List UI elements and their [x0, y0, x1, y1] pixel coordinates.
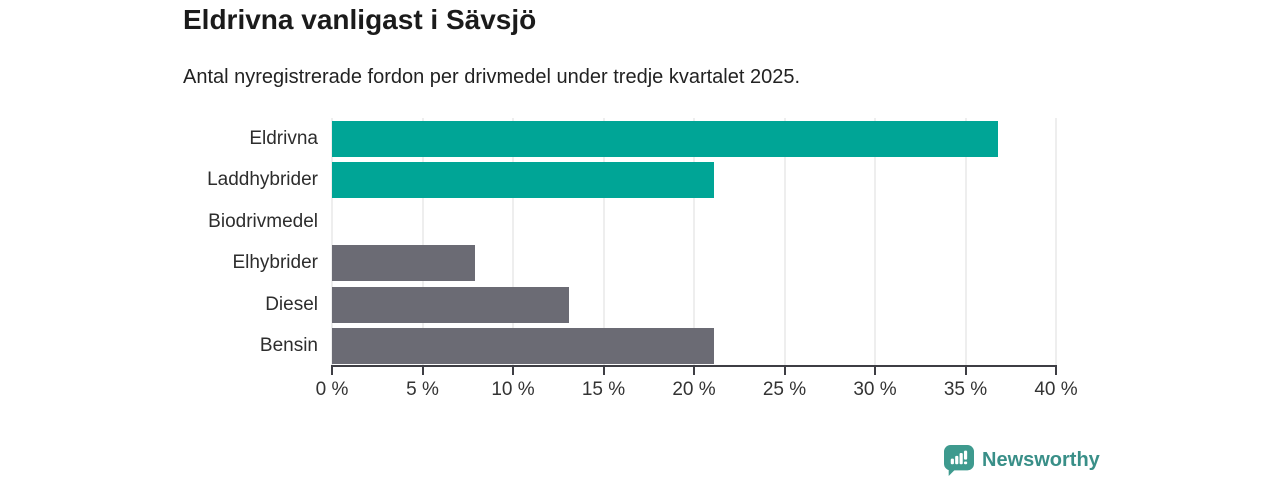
gridline [422, 118, 423, 367]
category-label: Elhybrider [232, 252, 318, 274]
x-axis-tick [512, 367, 514, 375]
x-axis-tick [693, 367, 695, 375]
gridline [512, 118, 514, 367]
x-axis-tick [964, 367, 967, 375]
x-axis-tick [1055, 367, 1057, 375]
gridline [784, 118, 785, 367]
rows-layer: Eldrivna Laddhybrider Biodrivmedel Elhybrid… [183, 118, 1056, 367]
bar-track [332, 245, 1056, 282]
bar-track [332, 286, 1056, 323]
chart-row: Elhybrider [183, 243, 1056, 285]
bar-diesel [332, 286, 570, 323]
chart-row: Biodrivmedel [183, 201, 1056, 243]
category-label: Diesel [265, 293, 318, 315]
x-axis-tick-label: 0 % [315, 379, 349, 400]
chart-row: Laddhybrider [183, 160, 1056, 202]
chart-row: Bensin [183, 326, 1056, 368]
x-axis-tick-label: 5 % [406, 379, 439, 400]
gridline [331, 118, 333, 367]
x-axis-tick-label: 15 % [581, 379, 626, 400]
gridline [603, 118, 604, 367]
chart-row: Diesel [183, 284, 1056, 326]
x-axis-tick-label: 10 % [491, 379, 535, 400]
x-axis-tick [421, 367, 424, 375]
x-axis: 0 % 5 % 10 % 15 % 20 % 25 % 30 % 35 % 40 % [316, 365, 1078, 415]
category-label: Laddhybrider [207, 169, 318, 191]
x-axis-tick-label: 25 % [762, 379, 807, 400]
bar-laddhybrider [332, 162, 714, 199]
chart-title: Eldrivna vanligast i Sävsjö [183, 4, 537, 35]
bar-track [332, 328, 1056, 365]
x-axis-tick-label: 40 % [1034, 379, 1078, 400]
grid-layer [331, 118, 1057, 367]
category-label: Biodrivmedel [208, 210, 318, 232]
bar-elhybrider [332, 245, 475, 282]
chart-row: Eldrivna [183, 118, 1056, 160]
chart-subtitle: Antal nyregistrerade fordon per drivmede… [183, 66, 801, 88]
category-label: Bensin [259, 335, 318, 357]
gridline [965, 118, 966, 367]
bar-track [332, 162, 1056, 199]
x-axis-tick-label: 20 % [672, 379, 716, 400]
newsworthy-logo-text: Newsworthy [982, 449, 1100, 471]
x-axis-tick-label: 30 % [853, 379, 897, 400]
bar-chart: Eldrivna Laddhybrider Biodrivmedel Elhybrid… [183, 118, 1078, 418]
bar-eldrivna [332, 120, 999, 157]
gridline [1055, 118, 1057, 367]
bar-track [332, 204, 1056, 240]
gridline [874, 118, 876, 367]
x-axis-tick [602, 367, 605, 375]
gridline [693, 118, 695, 367]
bar-track [332, 120, 1056, 157]
category-label: Eldrivna [249, 127, 318, 149]
x-axis-line [331, 365, 1057, 367]
bar-chart-speech-bubble-icon [944, 445, 974, 476]
x-axis-tick [331, 367, 333, 375]
x-axis-tick-label: 35 % [943, 379, 988, 400]
x-axis-tick [783, 367, 786, 375]
newsworthy-logo[interactable]: Newsworthy [944, 445, 1100, 476]
x-axis-tick [874, 367, 876, 375]
bar-bensin [332, 328, 714, 365]
